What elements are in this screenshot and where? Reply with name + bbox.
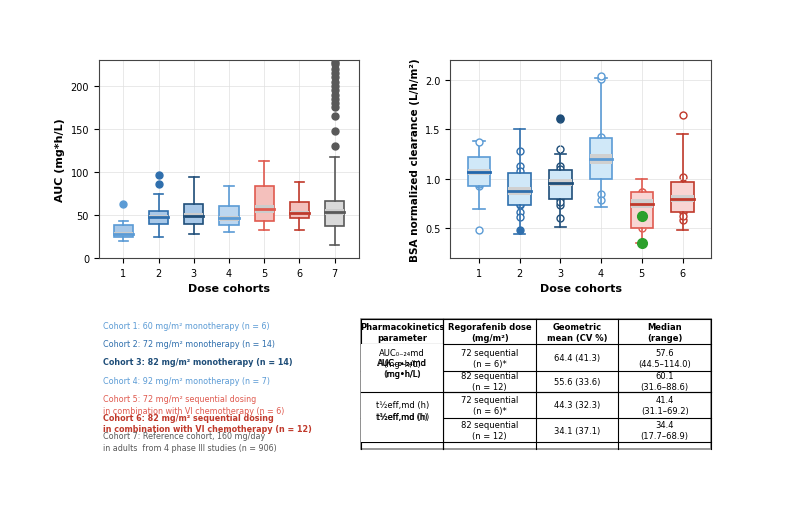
Bar (114, 226, 133, 238)
Text: Geometric
mean (CV %): Geometric mean (CV %) (547, 322, 608, 342)
Bar (149, 216, 168, 219)
X-axis label: Dose cohorts: Dose cohorts (188, 284, 270, 294)
Bar (254, 186, 274, 221)
Text: 82 sequential
(n = 12): 82 sequential (n = 12) (461, 420, 518, 440)
Y-axis label: BSA normalized clearance (L/h/m²): BSA normalized clearance (L/h/m²) (410, 58, 419, 262)
Text: AUC₋₀₋₂₄md
(mg•h/L): AUC₋₀₋₂₄md (mg•h/L) (378, 358, 427, 378)
Text: Pharmacokinetics
parameter: Pharmacokinetics parameter (360, 322, 445, 342)
Bar (149, 211, 168, 224)
Text: Cohort 2: 72 mg/m² monotherapy (n = 14): Cohort 2: 72 mg/m² monotherapy (n = 14) (103, 340, 276, 348)
Bar (325, 202, 344, 227)
Bar (114, 233, 133, 236)
X-axis label: Dose cohorts: Dose cohorts (540, 284, 622, 294)
Text: 72 sequential
(n = 6)*: 72 sequential (n = 6)* (461, 395, 518, 415)
Text: 82 sequential
(n = 12): 82 sequential (n = 12) (461, 372, 518, 391)
Text: 60.1
(31.6–88.6): 60.1 (31.6–88.6) (641, 372, 689, 391)
Bar (468, 169, 490, 176)
Text: Regorafenib dose
(mg/m²): Regorafenib dose (mg/m²) (448, 322, 532, 342)
Bar (672, 183, 694, 212)
Bar (630, 192, 653, 229)
Y-axis label: AUC (mg*h/L): AUC (mg*h/L) (55, 118, 65, 202)
Bar (590, 155, 612, 164)
Text: AUC₋₀₋₂₄md
(mg•h/L): AUC₋₀₋₂₄md (mg•h/L) (377, 358, 427, 378)
Bar (468, 158, 490, 186)
Bar (509, 174, 531, 205)
FancyBboxPatch shape (361, 320, 711, 449)
Bar (290, 203, 309, 218)
Text: t½eff,md (h): t½eff,md (h) (375, 401, 429, 410)
Text: 44.3 (32.3): 44.3 (32.3) (554, 401, 600, 410)
Text: 34.1 (37.1): 34.1 (37.1) (554, 426, 600, 435)
Text: Cohort 5: 72 mg/m² sequential dosing
in combination with VI chemotherapy (n = 6): Cohort 5: 72 mg/m² sequential dosing in … (103, 394, 284, 415)
Bar (630, 200, 653, 209)
Text: t½eff,md (h): t½eff,md (h) (375, 412, 429, 421)
Bar (184, 214, 204, 219)
Bar (220, 207, 239, 226)
Text: 55.6 (33.6): 55.6 (33.6) (554, 377, 600, 386)
Bar (509, 188, 531, 195)
Text: 57.6
(44.5–114.0): 57.6 (44.5–114.0) (638, 348, 691, 368)
Bar (184, 205, 204, 224)
Bar (549, 171, 572, 199)
Text: Median
(range): Median (range) (647, 322, 683, 342)
Text: Cohort 3: 82 mg/m² monotherapy (n = 14): Cohort 3: 82 mg/m² monotherapy (n = 14) (103, 358, 293, 366)
Text: 34.4
(17.7–68.9): 34.4 (17.7–68.9) (641, 420, 689, 440)
Text: 64.4 (41.3): 64.4 (41.3) (554, 354, 600, 362)
Text: AUC₀₋₂₄md
(mg•h/L): AUC₀₋₂₄md (mg•h/L) (379, 348, 425, 368)
Bar (290, 212, 309, 216)
Text: Cohort 7: Reference cohort, 160 mg/day
in adults  from 4 phase III studies (n = : Cohort 7: Reference cohort, 160 mg/day i… (103, 431, 277, 452)
Bar (672, 196, 694, 203)
Bar (254, 205, 274, 214)
Bar (549, 180, 572, 187)
Text: Cohort 1: 60 mg/m² monotherapy (n = 6): Cohort 1: 60 mg/m² monotherapy (n = 6) (103, 321, 270, 330)
Bar (325, 210, 344, 216)
Text: Cohort 4: 92 mg/m² monotherapy (n = 7): Cohort 4: 92 mg/m² monotherapy (n = 7) (103, 376, 270, 385)
Bar (590, 139, 612, 180)
Text: 41.4
(31.1–69.2): 41.4 (31.1–69.2) (641, 395, 689, 415)
Bar (220, 217, 239, 221)
Text: Cohort 6: 82 mg/m² sequential dosing
in combination with VI chemotherapy (n = 12: Cohort 6: 82 mg/m² sequential dosing in … (103, 413, 312, 434)
Text: 72 sequential
(n = 6)*: 72 sequential (n = 6)* (461, 348, 518, 368)
Text: t½eff,md (h): t½eff,md (h) (377, 412, 427, 421)
